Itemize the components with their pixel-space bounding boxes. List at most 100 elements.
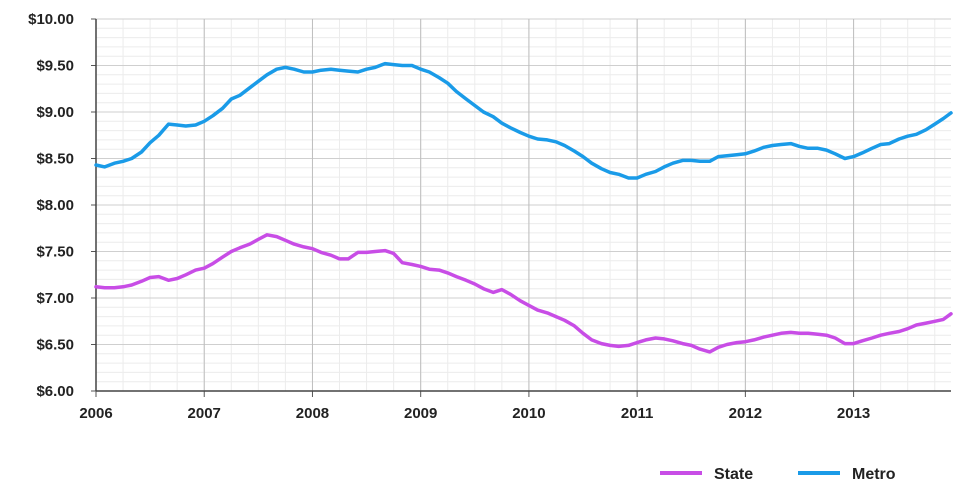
data-point-state (546, 312, 549, 314)
data-point-metro (347, 70, 350, 72)
data-point-state (184, 273, 187, 276)
data-point-metro (627, 177, 630, 179)
data-point-state (942, 318, 945, 321)
data-point-metro (365, 68, 368, 71)
data-point-metro (798, 145, 801, 148)
data-point-metro (230, 98, 233, 100)
data-point-state (888, 332, 891, 335)
data-point-state (113, 286, 116, 289)
data-point-state (780, 332, 782, 335)
data-point-state (915, 324, 918, 326)
data-point-state (320, 251, 322, 254)
data-point-metro (338, 69, 341, 72)
data-point-metro (157, 134, 160, 137)
data-point-metro (690, 159, 693, 162)
data-point-state (230, 250, 233, 253)
data-point-metro (509, 126, 512, 129)
data-point-metro (699, 160, 701, 163)
data-point-metro (130, 157, 133, 160)
data-point-metro (176, 124, 179, 126)
data-point-metro (221, 107, 224, 110)
data-point-state (807, 332, 809, 335)
data-point-metro (555, 140, 557, 143)
data-point-state (825, 334, 828, 337)
data-point-metro (789, 142, 792, 145)
data-point-metro (384, 62, 386, 65)
data-point-state (293, 243, 295, 246)
data-point-state (771, 334, 774, 337)
data-point-state (176, 277, 179, 280)
x-tick-label: 2006 (79, 405, 112, 422)
y-tick-label: $6.50 (36, 337, 74, 354)
data-point-metro (284, 66, 287, 69)
data-point-metro (654, 170, 657, 173)
data-point-metro (735, 153, 738, 156)
data-point-metro (330, 68, 332, 71)
data-point-state (473, 283, 476, 285)
data-point-metro (266, 73, 268, 76)
data-point-state (465, 279, 467, 282)
y-tick-label: $8.00 (36, 197, 74, 214)
data-point-state (654, 337, 657, 339)
data-point-metro (898, 138, 900, 140)
data-point-metro (113, 162, 116, 165)
data-point-metro (492, 115, 495, 118)
data-point-metro (401, 64, 404, 67)
major-gridlines (95, 18, 951, 392)
data-point-metro (122, 160, 124, 163)
data-point-state (798, 332, 801, 335)
y-tick-label: $9.00 (36, 104, 74, 121)
data-point-state (239, 246, 241, 249)
data-point-metro (95, 164, 97, 166)
data-point-state (167, 279, 170, 282)
data-point-state (257, 238, 260, 241)
legend-label: State (714, 466, 753, 483)
data-point-state (212, 262, 214, 265)
data-point-state (834, 337, 837, 339)
data-point-state (744, 340, 747, 343)
data-point-metro (473, 104, 476, 107)
data-point-state (906, 327, 909, 330)
data-point-state (933, 320, 936, 323)
data-point-state (627, 344, 630, 347)
data-point-state (672, 339, 674, 342)
data-point-state (95, 285, 97, 288)
data-point-state (753, 339, 755, 341)
data-point-metro (563, 144, 566, 147)
data-point-state (563, 319, 566, 322)
data-point-state (681, 342, 684, 345)
data-point-state (844, 342, 846, 345)
data-point-state (365, 251, 368, 254)
data-point-metro (482, 111, 485, 113)
data-point-metro (536, 138, 539, 140)
data-point-metro (590, 162, 593, 165)
data-point-metro (681, 159, 684, 162)
data-point-metro (744, 152, 747, 155)
data-point-metro (419, 68, 422, 71)
series-state (94, 233, 953, 354)
data-point-metro (573, 150, 576, 153)
x-tick-label: 2009 (404, 405, 437, 422)
data-point-state (194, 269, 197, 271)
x-axis-tick-labels: 2006 2007 2008 2009 2010 2011 2012 2013 (79, 405, 870, 422)
data-point-state (708, 351, 711, 353)
data-point-state (871, 337, 873, 339)
data-point-metro (771, 144, 774, 147)
data-point-state (248, 243, 251, 246)
data-point-state (609, 344, 611, 347)
data-point-state (149, 276, 152, 279)
data-point-metro (617, 173, 620, 176)
data-point-metro (915, 133, 918, 136)
data-point-metro (140, 151, 143, 153)
data-point-metro (302, 71, 305, 73)
data-point-metro (879, 143, 882, 146)
y-tick-label: $9.50 (36, 58, 74, 75)
data-point-metro (519, 131, 522, 134)
data-point-metro (708, 160, 711, 163)
data-point-metro (609, 171, 611, 174)
data-point-state (663, 338, 666, 340)
data-point-state (582, 332, 584, 335)
data-point-state (122, 285, 124, 288)
data-point-metro (167, 123, 170, 125)
